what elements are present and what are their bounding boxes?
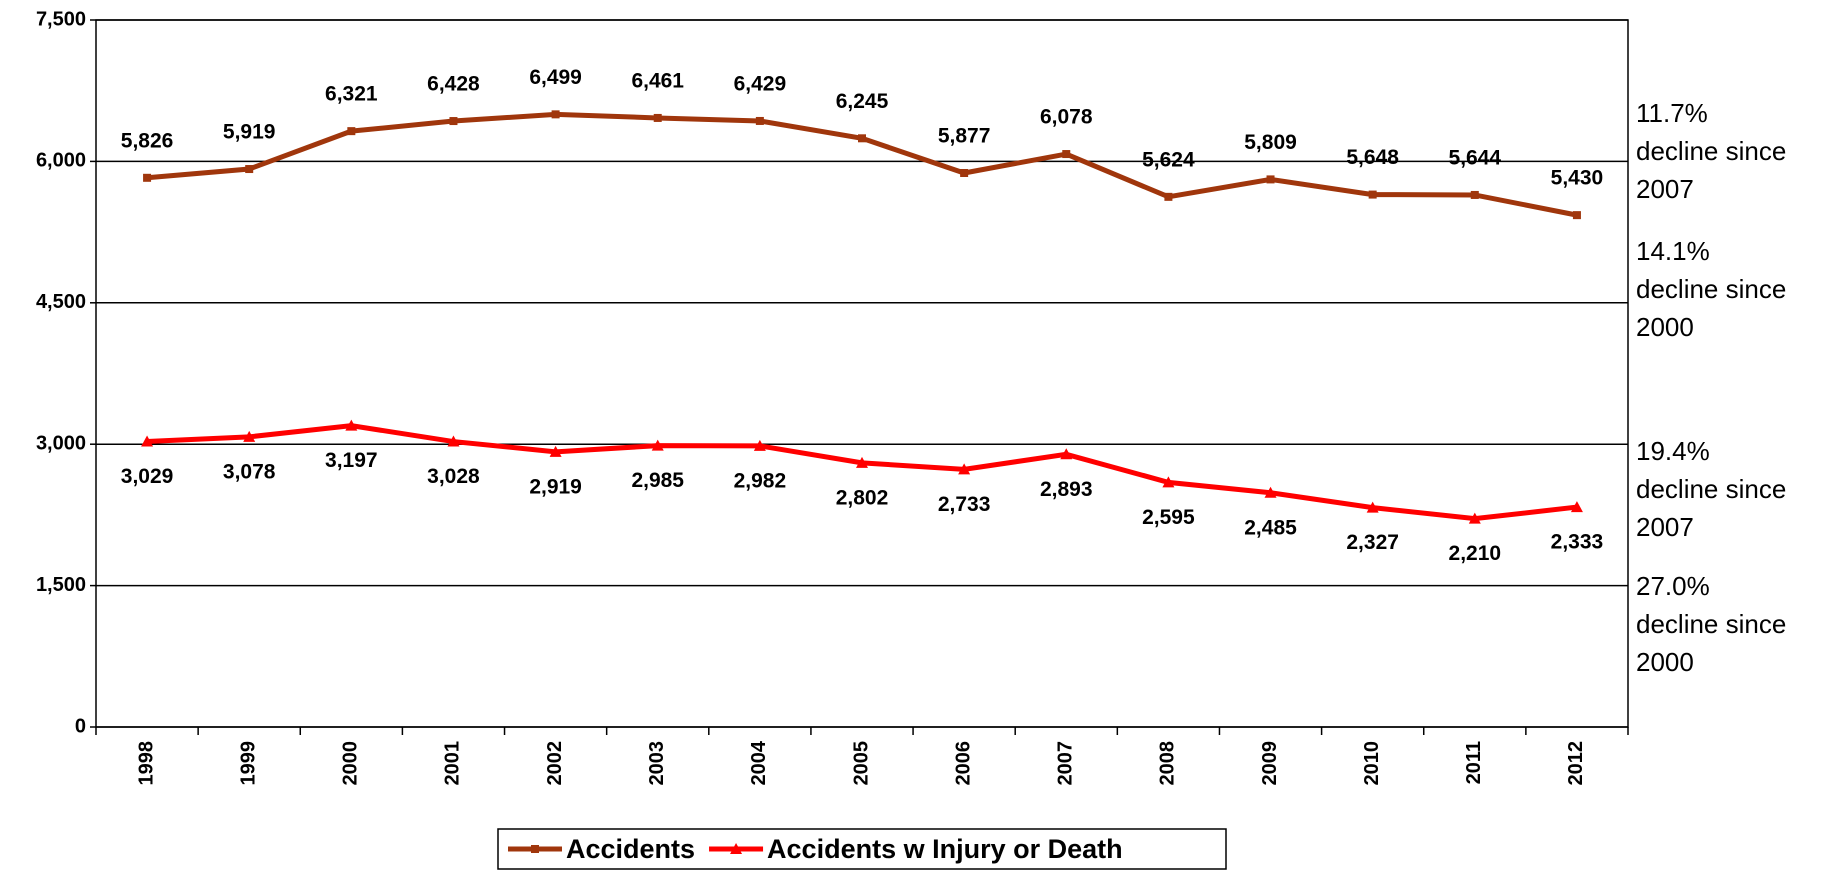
marker [755,116,764,125]
x-tick-label: 1998 [135,741,157,786]
data-label: 2,919 [529,475,582,498]
marker [1468,512,1481,524]
legend-box [497,828,1227,870]
x-tick-label: 2006 [952,741,974,786]
marker [1060,448,1073,460]
marker [1162,476,1175,488]
data-label: 6,078 [1040,106,1093,129]
legend-label: Accidents [566,834,695,864]
series: 3,029 3,078 3,197 3,028 2,919 2,985 2,982 2,802… [121,419,1604,565]
marker [958,463,971,475]
data-label: 6,461 [631,69,684,92]
y-tick-label: 0 [75,715,86,737]
marker [347,127,356,136]
legend: Accidents Accidents w Injury or Death [497,828,1227,870]
marker [856,456,868,468]
x-tick-label: 2008 [1157,741,1179,786]
marker [141,435,154,447]
data-label: 5,877 [938,125,991,148]
marker [1368,190,1377,199]
marker [549,445,562,457]
data-label: 2,595 [1142,506,1195,529]
data-label: 2,733 [938,493,991,516]
marker [960,168,969,177]
data-label: 5,826 [121,129,174,152]
marker [1366,501,1379,513]
data-label: 6,429 [734,73,787,96]
legend-marker [531,845,539,853]
annotation: 11.7% decline since 2007 [1636,98,1787,204]
y-tick-label: 4,500 [36,291,86,313]
marker [449,117,458,126]
marker [245,165,254,174]
marker [1266,175,1275,184]
data-label: 3,029 [121,465,174,488]
marker [1062,150,1071,159]
x-tick-label: 2009 [1259,741,1281,786]
data-label: 2,982 [734,469,787,492]
data-label: 2,802 [836,486,889,509]
data-label: 6,428 [427,73,480,96]
data-label: 3,078 [223,460,276,483]
data-label: 2,985 [631,469,684,492]
marker [345,419,358,431]
data-label: 6,321 [325,83,378,106]
marker [1572,211,1581,220]
x-tick-label: 2003 [646,741,668,786]
y-tick-label: 6,000 [36,150,86,172]
marker [651,439,664,451]
marker [143,173,152,182]
data-label: 3,197 [325,449,378,472]
plot-frame [95,19,1629,728]
marker [1470,190,1479,199]
data-label: 2,893 [1040,478,1093,501]
legend-marker [730,843,743,854]
x-tick-label: 2005 [850,741,872,786]
marker [1264,486,1277,498]
data-label: 5,919 [223,121,276,144]
annotation: 14.1% decline since 2000 [1636,236,1787,342]
marker [447,435,460,447]
x-tick-label: 2000 [340,741,362,786]
marker [551,110,560,119]
data-label: 5,809 [1244,131,1297,154]
x-tick-label: 2010 [1361,741,1383,786]
legend-label: Accidents w Injury or Death [767,834,1123,864]
x-tick-label: 1999 [237,741,259,786]
data-label: 2,327 [1346,531,1399,554]
data-label: 3,028 [427,465,480,488]
x-tick-label: 2002 [544,741,566,786]
data-label: 5,624 [1142,148,1195,171]
marker [1570,501,1583,513]
x-tick-label: 2011 [1463,741,1485,784]
data-label: 6,499 [529,66,582,89]
data-label: 5,644 [1449,147,1502,170]
x-tick-label: 2004 [748,740,770,785]
x-tick-label: 2007 [1055,741,1077,786]
marker [858,134,866,143]
x-tick-label: 2001 [442,741,464,786]
marker [753,439,766,451]
data-label: 6,245 [836,90,889,113]
data-label: 2,210 [1449,542,1502,565]
annotation: 27.0% decline since 2000 [1636,571,1787,677]
marker [1164,192,1173,201]
y-tick-label: 3,000 [36,432,86,454]
series: 5,826 5,919 6,321 6,428 6,499 6,461 6,429 6,245… [121,66,1604,220]
y-tick-label: 1,500 [36,574,86,596]
y-tick-label: 7,500 [36,8,86,30]
data-label: 2,485 [1244,516,1297,539]
x-tick-label: 2012 [1565,741,1587,786]
data-label: 2,333 [1551,531,1604,554]
marker [653,113,662,122]
data-label: 5,430 [1551,167,1604,190]
marker [243,430,256,442]
annotation: 19.4% decline since 2007 [1636,436,1787,542]
data-label: 5,648 [1346,146,1399,169]
